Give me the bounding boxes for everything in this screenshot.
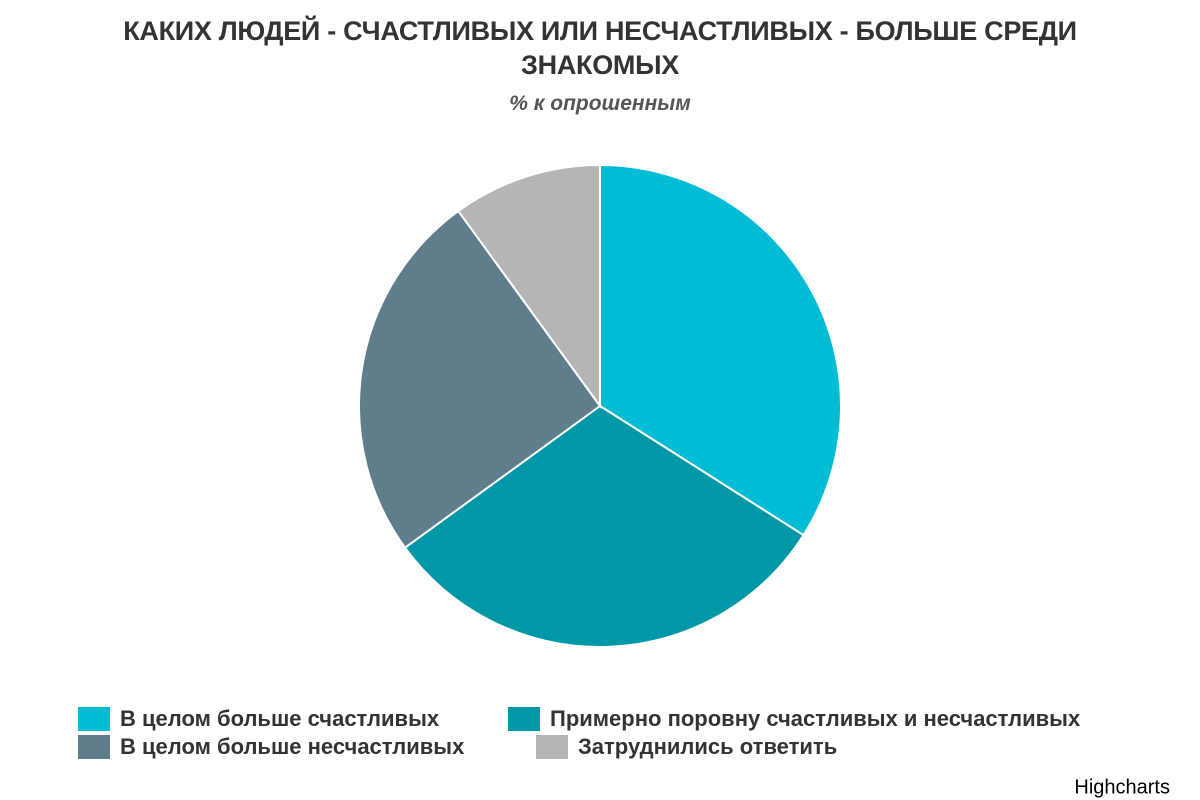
pie-slice[interactable]: [403, 404, 805, 648]
legend-label[interactable]: Примерно поровну счастливых и несчастлив…: [550, 706, 1081, 731]
pie-slice[interactable]: [599, 163, 842, 537]
legend-swatch[interactable]: [78, 735, 110, 759]
legend-swatch[interactable]: [536, 735, 568, 759]
legend-label[interactable]: Затруднились ответить: [578, 734, 837, 759]
legend-label[interactable]: В целом больше счастливых: [120, 706, 440, 731]
legend-swatch[interactable]: [78, 707, 110, 731]
legend-label[interactable]: В целом больше несчастливых: [120, 734, 465, 759]
pie-slice[interactable]: [358, 209, 602, 550]
chart-subtitle: % к опрошенным: [509, 92, 691, 115]
chart-title: КАКИХ ЛЮДЕЙ - СЧАСТЛИВЫХ ИЛИ НЕСЧАСТЛИВЫ…: [123, 16, 1077, 80]
legend-swatch[interactable]: [508, 707, 540, 731]
credits[interactable]: Highcharts: [1074, 776, 1170, 798]
pie-slice[interactable]: [456, 163, 601, 410]
